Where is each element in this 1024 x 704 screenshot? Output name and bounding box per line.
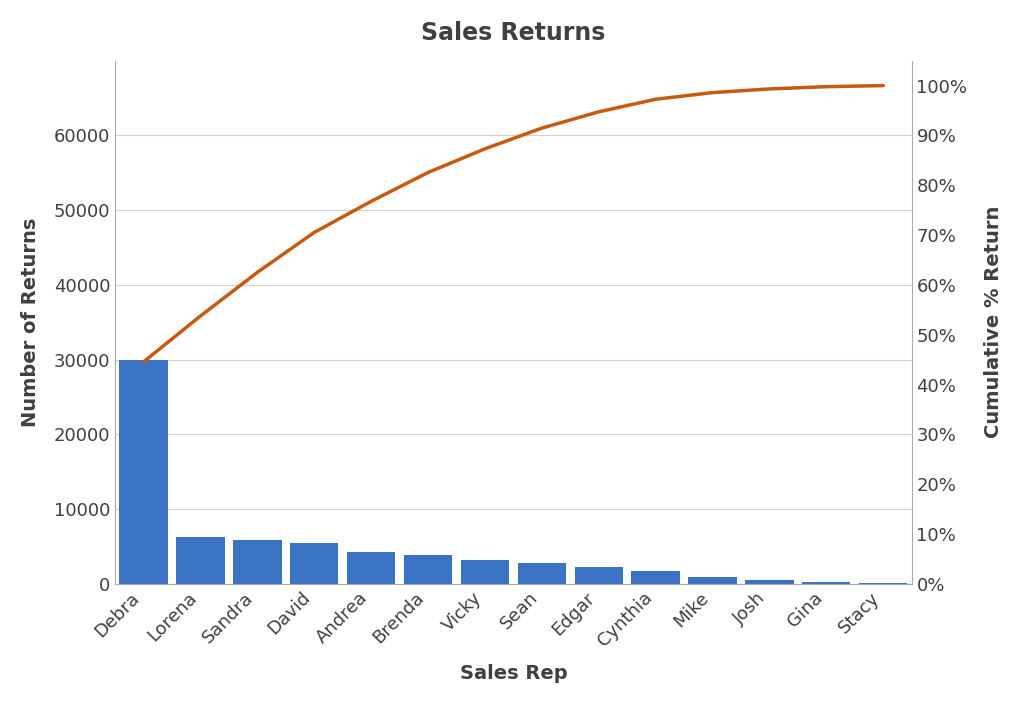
Bar — [347, 553, 395, 584]
X-axis label: Sales Rep: Sales Rep — [460, 664, 567, 683]
Bar — [176, 537, 224, 584]
Bar — [859, 583, 907, 584]
Bar — [632, 571, 680, 584]
Y-axis label: Cumulative % Return: Cumulative % Return — [984, 206, 1004, 439]
Bar — [517, 563, 566, 584]
Y-axis label: Number of Returns: Number of Returns — [20, 218, 40, 427]
Bar — [290, 543, 338, 584]
Bar — [802, 582, 851, 584]
Bar — [403, 555, 453, 584]
Bar — [745, 580, 794, 584]
Title: Sales Returns: Sales Returns — [421, 21, 605, 45]
Bar — [574, 567, 623, 584]
Bar — [461, 560, 509, 584]
Bar — [120, 360, 168, 584]
Bar — [688, 577, 736, 584]
Bar — [233, 540, 282, 584]
